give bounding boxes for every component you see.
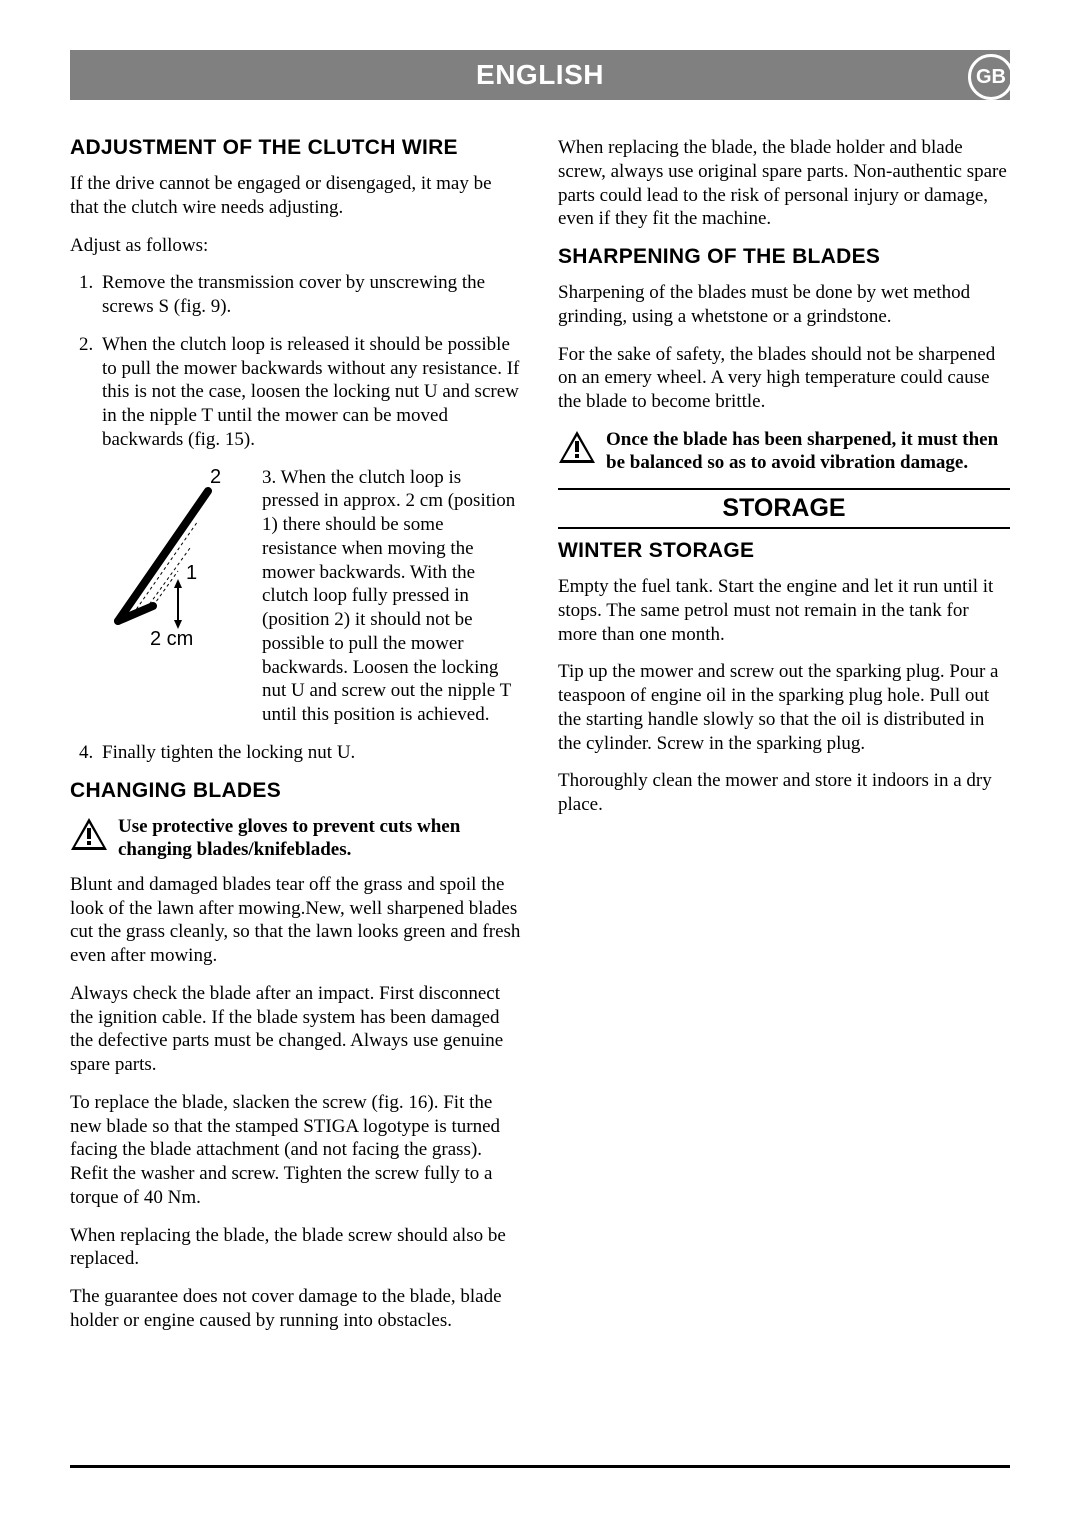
storage-heading-wrap: STORAGE — [558, 488, 1010, 529]
body-text: Sharpening of the blades must be done by… — [558, 281, 1010, 329]
language-badge: GB — [968, 54, 1014, 100]
heading-storage: STORAGE — [558, 494, 1010, 523]
heading-clutch: ADJUSTMENT OF THE CLUTCH WIRE — [70, 136, 522, 160]
warning-icon — [558, 430, 596, 464]
body-text: When replacing the blade, the blade scre… — [70, 1224, 522, 1272]
fig-label-1: 1 — [186, 562, 197, 585]
footer-rule — [70, 1465, 1010, 1468]
body-text: Thoroughly clean the mower and store it … — [558, 769, 1010, 817]
warning-row: Use protective gloves to prevent cuts wh… — [70, 815, 522, 861]
page-title: ENGLISH — [476, 59, 604, 91]
heading-winter-storage: WINTER STORAGE — [558, 539, 1010, 563]
body-text: Adjust as follows: — [70, 234, 522, 258]
content-columns: ADJUSTMENT OF THE CLUTCH WIRE If the dri… — [70, 128, 1010, 1347]
heading-sharpening: SHARPENING OF THE BLADES — [558, 245, 1010, 269]
body-text: Empty the fuel tank. Start the engine an… — [558, 575, 1010, 646]
fig-label-2cm: 2 cm — [150, 628, 193, 651]
step3-text: 3. When the clutch loop is pressed in ap… — [262, 466, 522, 727]
fig-label-2: 2 — [210, 466, 221, 489]
warning-icon — [70, 817, 108, 851]
clutch-diagram: 2 1 2 cm — [98, 466, 248, 656]
list-item: When the clutch loop is released it shou… — [98, 333, 522, 452]
warning-text: Use protective gloves to prevent cuts wh… — [118, 815, 522, 861]
body-text: If the drive cannot be engaged or diseng… — [70, 172, 522, 220]
body-text: Blunt and damaged blades tear off the gr… — [70, 873, 522, 968]
body-text: The guarantee does not cover damage to t… — [70, 1285, 522, 1333]
body-text: When replacing the blade, the blade hold… — [558, 136, 1010, 231]
body-text: To replace the blade, slacken the screw … — [70, 1091, 522, 1210]
header-bar: ENGLISH GB — [70, 50, 1010, 100]
heading-changing-blades: CHANGING BLADES — [70, 779, 522, 803]
adjust-steps-list-cont: Finally tighten the locking nut U. — [70, 741, 522, 765]
warning-row: Once the blade has been sharpened, it mu… — [558, 428, 1010, 474]
adjust-steps-list: Remove the transmission cover by unscrew… — [70, 271, 522, 451]
body-text: For the sake of safety, the blades shoul… — [558, 343, 1010, 414]
list-item: Remove the transmission cover by unscrew… — [98, 271, 522, 319]
list-item: Finally tighten the locking nut U. — [98, 741, 522, 765]
left-column: ADJUSTMENT OF THE CLUTCH WIRE If the dri… — [70, 128, 522, 1347]
right-column: When replacing the blade, the blade hold… — [558, 128, 1010, 1347]
body-text: Always check the blade after an impact. … — [70, 982, 522, 1077]
warning-text: Once the blade has been sharpened, it mu… — [606, 428, 1010, 474]
step3-with-figure: 2 1 2 cm 3. When the clutch loop is pres… — [98, 466, 522, 727]
body-text: Tip up the mower and screw out the spark… — [558, 660, 1010, 755]
